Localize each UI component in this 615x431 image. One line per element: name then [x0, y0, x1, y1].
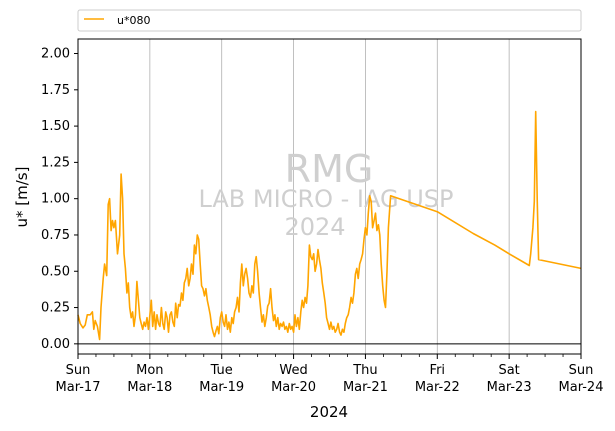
y-tick-label: 2.00: [41, 47, 70, 62]
y-tick-label: 1.50: [41, 119, 70, 134]
x-tick-label-date: Mar-21: [343, 380, 388, 395]
x-tick-label-date: Mar-22: [415, 380, 460, 395]
y-tick-label: 1.00: [41, 192, 70, 207]
watermark-lab: LAB MICRO - IAG USP: [198, 185, 453, 213]
x-tick-label-day: Sun: [66, 363, 91, 378]
x-tick-label-day: Mon: [136, 363, 163, 378]
legend: u*080: [77, 9, 582, 32]
y-axis-label: u* [m/s]: [13, 167, 31, 228]
y-tick-label: 1.75: [41, 83, 70, 98]
y-tick-label: 1.25: [41, 155, 70, 170]
watermark-year: 2024: [284, 213, 345, 241]
y-tick-label: 0.50: [41, 264, 70, 279]
x-tick-label-date: Mar-19: [199, 380, 244, 395]
y-tick-label: 0.75: [41, 228, 70, 243]
x-tick-label-day: Wed: [279, 363, 307, 378]
x-tick-label-date: Mar-17: [56, 380, 101, 395]
x-tick-label-day: Thu: [352, 363, 377, 378]
y-tick-label: 0.00: [41, 337, 70, 352]
ticks: 0.00 0.25 0.50 0.75 1.00 1.25 1.50 1.75 2.00 Sun M…: [41, 47, 603, 395]
x-tick-label-date: Mar-18: [127, 380, 172, 395]
x-tick-label-day: Sun: [569, 363, 594, 378]
x-axis-label: 2024: [310, 403, 348, 421]
x-tick-label-date: Mar-24: [559, 380, 604, 395]
x-tick-label-date: Mar-23: [487, 380, 532, 395]
grid: [149, 39, 510, 354]
x-tick-label-day: Tue: [210, 363, 233, 378]
x-tick-label-date: Mar-20: [271, 380, 316, 395]
legend-frame: [77, 9, 582, 32]
series-layer: [77, 110, 582, 345]
watermark-title: RMG: [285, 147, 374, 191]
watermark: RMG LAB MICRO - IAG USP 2024: [198, 147, 453, 241]
y-tick-label: 0.25: [41, 301, 70, 316]
legend-label: u*080: [117, 14, 150, 27]
x-tick-label-day: Sat: [498, 363, 519, 378]
x-tick-label-day: Fri: [430, 363, 446, 378]
series-line: [77, 110, 582, 341]
